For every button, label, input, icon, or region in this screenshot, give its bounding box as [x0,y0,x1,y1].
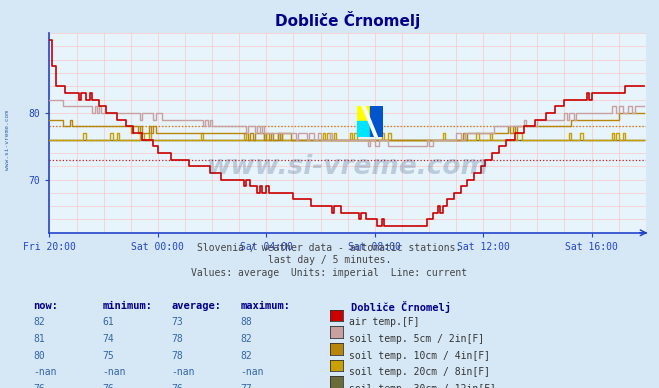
Text: average:: average: [171,301,221,311]
Bar [357,106,370,121]
Text: Slovenia / weather data - automatic stations.: Slovenia / weather data - automatic stat… [197,242,462,253]
Text: 78: 78 [171,351,183,361]
Text: soil temp. 10cm / 4in[F]: soil temp. 10cm / 4in[F] [349,351,490,361]
Text: 61: 61 [102,317,114,327]
Text: 82: 82 [33,317,45,327]
Text: maximum:: maximum: [241,301,291,311]
Text: soil temp. 5cm / 2in[F]: soil temp. 5cm / 2in[F] [349,334,484,344]
Text: -nan: -nan [33,367,57,378]
Text: Values: average  Units: imperial  Line: current: Values: average Units: imperial Line: cu… [191,268,468,278]
Text: minimum:: minimum: [102,301,152,311]
Text: air temp.[F]: air temp.[F] [349,317,420,327]
Text: 88: 88 [241,317,252,327]
Text: www.si-vreme.com: www.si-vreme.com [5,110,11,170]
Text: 81: 81 [33,334,45,344]
Text: last day / 5 minutes.: last day / 5 minutes. [268,255,391,265]
Text: now:: now: [33,301,58,311]
Text: 76: 76 [171,384,183,388]
Text: 77: 77 [241,384,252,388]
Bar [370,121,383,137]
Text: 78: 78 [171,334,183,344]
Title: Dobliče Črnomelj: Dobliče Črnomelj [275,11,420,29]
Polygon shape [362,106,378,137]
Bar [357,121,370,137]
Text: 76: 76 [102,384,114,388]
Text: soil temp. 30cm / 12in[F]: soil temp. 30cm / 12in[F] [349,384,496,388]
Text: 82: 82 [241,351,252,361]
Text: -nan: -nan [241,367,264,378]
Text: www.si-vreme.com: www.si-vreme.com [207,154,488,180]
Bar [370,106,383,121]
Text: 82: 82 [241,334,252,344]
Text: Dobliče Črnomelj: Dobliče Črnomelj [351,301,451,313]
Text: 74: 74 [102,334,114,344]
Text: 76: 76 [33,384,45,388]
Text: soil temp. 20cm / 8in[F]: soil temp. 20cm / 8in[F] [349,367,490,378]
Text: -nan: -nan [102,367,126,378]
Text: 80: 80 [33,351,45,361]
Text: 75: 75 [102,351,114,361]
Text: 73: 73 [171,317,183,327]
Text: -nan: -nan [171,367,195,378]
